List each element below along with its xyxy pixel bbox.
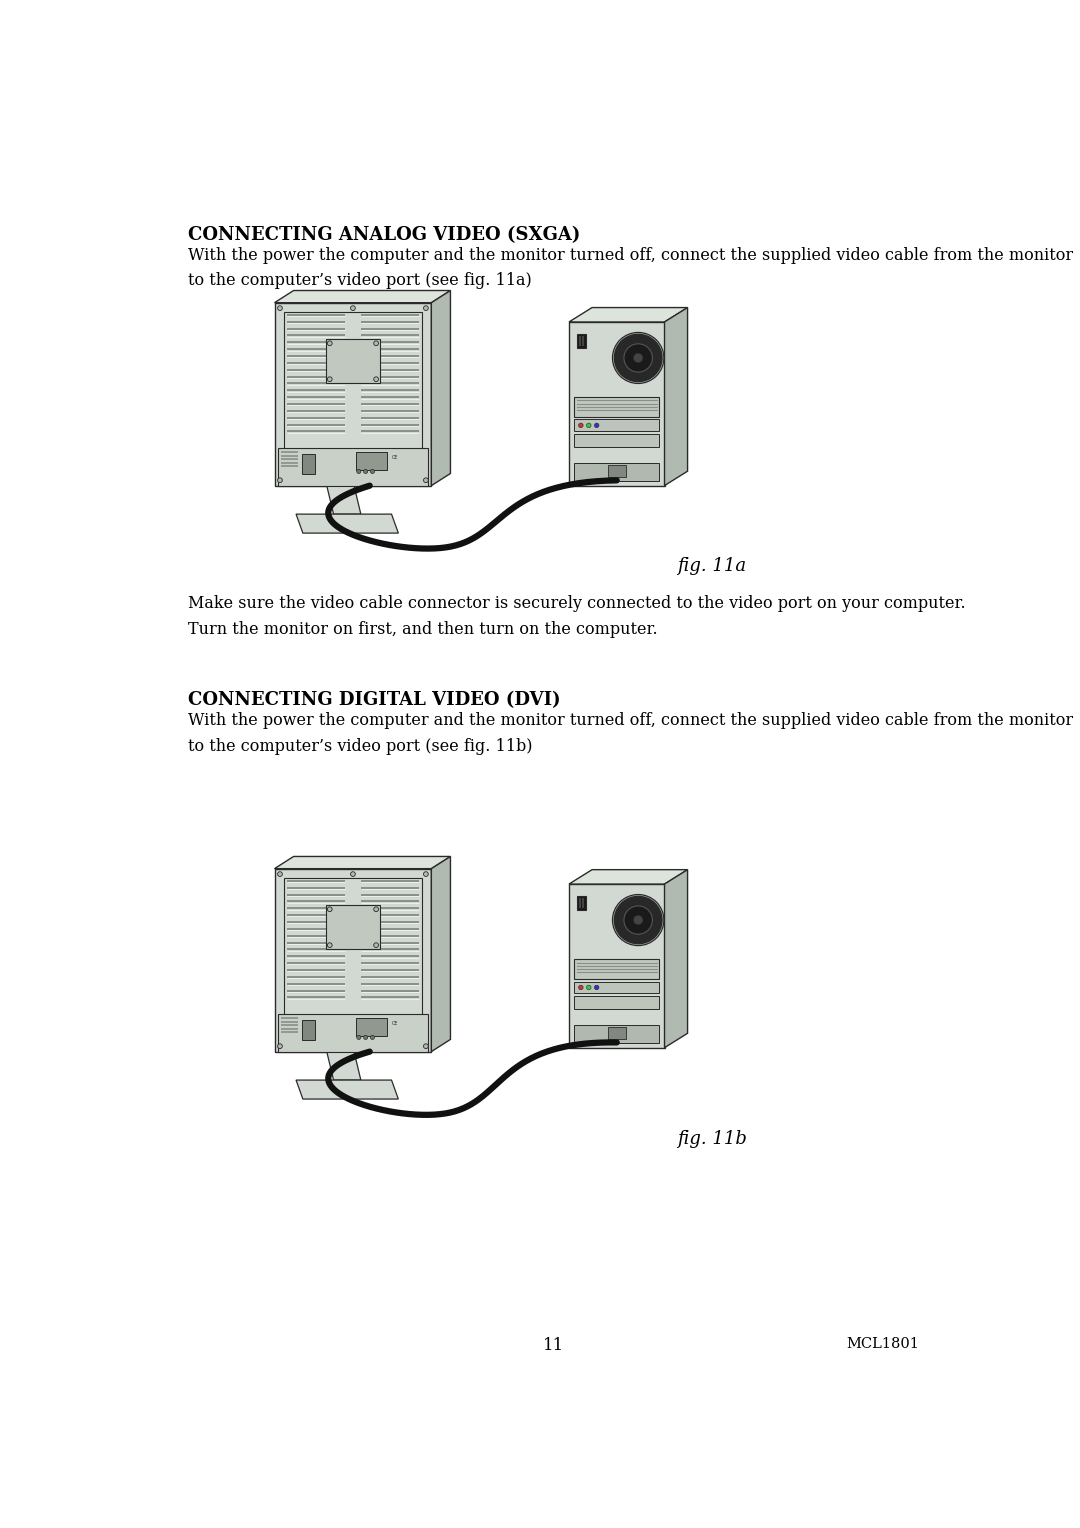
Polygon shape [431, 857, 450, 1051]
Circle shape [278, 478, 282, 483]
Polygon shape [569, 307, 688, 322]
Circle shape [612, 894, 664, 946]
Bar [575, 996, 659, 1008]
Polygon shape [569, 869, 688, 885]
Circle shape [374, 377, 378, 382]
Polygon shape [664, 307, 688, 486]
Text: CONNECTING DIGITAL VIDEO (DVI): CONNECTING DIGITAL VIDEO (DVI) [188, 692, 561, 709]
Circle shape [278, 306, 282, 310]
Polygon shape [664, 869, 688, 1048]
Circle shape [351, 871, 355, 877]
Bar [326, 339, 380, 384]
Circle shape [612, 333, 664, 384]
Bar [356, 452, 387, 471]
Bar [302, 1019, 314, 1041]
Bar [575, 981, 659, 993]
Polygon shape [327, 486, 361, 513]
Circle shape [351, 306, 355, 310]
Bar [608, 1027, 626, 1039]
Bar [575, 463, 659, 481]
Circle shape [356, 469, 361, 474]
Polygon shape [296, 513, 399, 533]
Circle shape [374, 908, 378, 912]
Text: 11: 11 [543, 1337, 564, 1354]
Circle shape [634, 915, 643, 924]
Circle shape [615, 335, 662, 382]
Circle shape [364, 469, 367, 474]
Circle shape [634, 353, 643, 362]
Circle shape [579, 423, 583, 428]
Polygon shape [296, 1080, 399, 1099]
Circle shape [278, 871, 282, 877]
Bar [582, 898, 584, 908]
Bar [579, 336, 581, 345]
Circle shape [374, 341, 378, 345]
Bar [579, 898, 581, 908]
Circle shape [356, 1036, 361, 1039]
Polygon shape [274, 857, 450, 868]
Bar [582, 336, 584, 345]
Bar [575, 434, 659, 446]
Bar [575, 1025, 659, 1044]
Circle shape [615, 897, 662, 944]
Circle shape [364, 1036, 367, 1039]
Circle shape [586, 986, 591, 990]
Polygon shape [274, 290, 450, 303]
Circle shape [594, 423, 599, 428]
Text: fig. 11b: fig. 11b [677, 1131, 747, 1149]
Circle shape [624, 344, 652, 373]
Circle shape [327, 377, 333, 382]
Circle shape [423, 478, 429, 483]
Circle shape [594, 986, 599, 990]
Polygon shape [569, 885, 664, 1048]
Text: With the power the computer and the monitor turned off, connect the supplied vid: With the power the computer and the moni… [188, 712, 1072, 755]
Text: Make sure the video cable connector is securely connected to the video port on y: Make sure the video cable connector is s… [188, 596, 966, 637]
Circle shape [423, 306, 429, 310]
Bar [575, 960, 659, 979]
Bar [577, 333, 586, 348]
Text: fig. 11a: fig. 11a [677, 556, 746, 575]
Polygon shape [569, 322, 664, 486]
Circle shape [423, 1044, 429, 1048]
Text: CONNECTING ANALOG VIDEO (SXGA): CONNECTING ANALOG VIDEO (SXGA) [188, 226, 580, 243]
Circle shape [327, 943, 333, 947]
Circle shape [327, 341, 333, 345]
Circle shape [579, 986, 583, 990]
Text: CE: CE [392, 455, 399, 460]
Polygon shape [327, 1051, 361, 1080]
Text: MCL1801: MCL1801 [847, 1337, 919, 1351]
Circle shape [370, 469, 375, 474]
Circle shape [374, 943, 378, 947]
Circle shape [278, 1044, 282, 1048]
Polygon shape [431, 290, 450, 486]
Polygon shape [274, 303, 431, 486]
Circle shape [586, 423, 591, 428]
Bar [577, 895, 586, 911]
Bar [575, 397, 659, 417]
Circle shape [624, 906, 652, 934]
Text: With the power the computer and the monitor turned off, connect the supplied vid: With the power the computer and the moni… [188, 246, 1072, 289]
Bar [575, 420, 659, 431]
Circle shape [370, 1036, 375, 1039]
Bar [356, 1018, 387, 1036]
Circle shape [327, 908, 333, 912]
Text: CE: CE [392, 1021, 399, 1027]
Bar [278, 1015, 428, 1051]
Bar [608, 466, 626, 477]
Bar [278, 448, 428, 486]
Bar [326, 905, 380, 949]
Circle shape [423, 871, 429, 877]
Polygon shape [274, 868, 431, 1051]
Bar [302, 454, 314, 474]
